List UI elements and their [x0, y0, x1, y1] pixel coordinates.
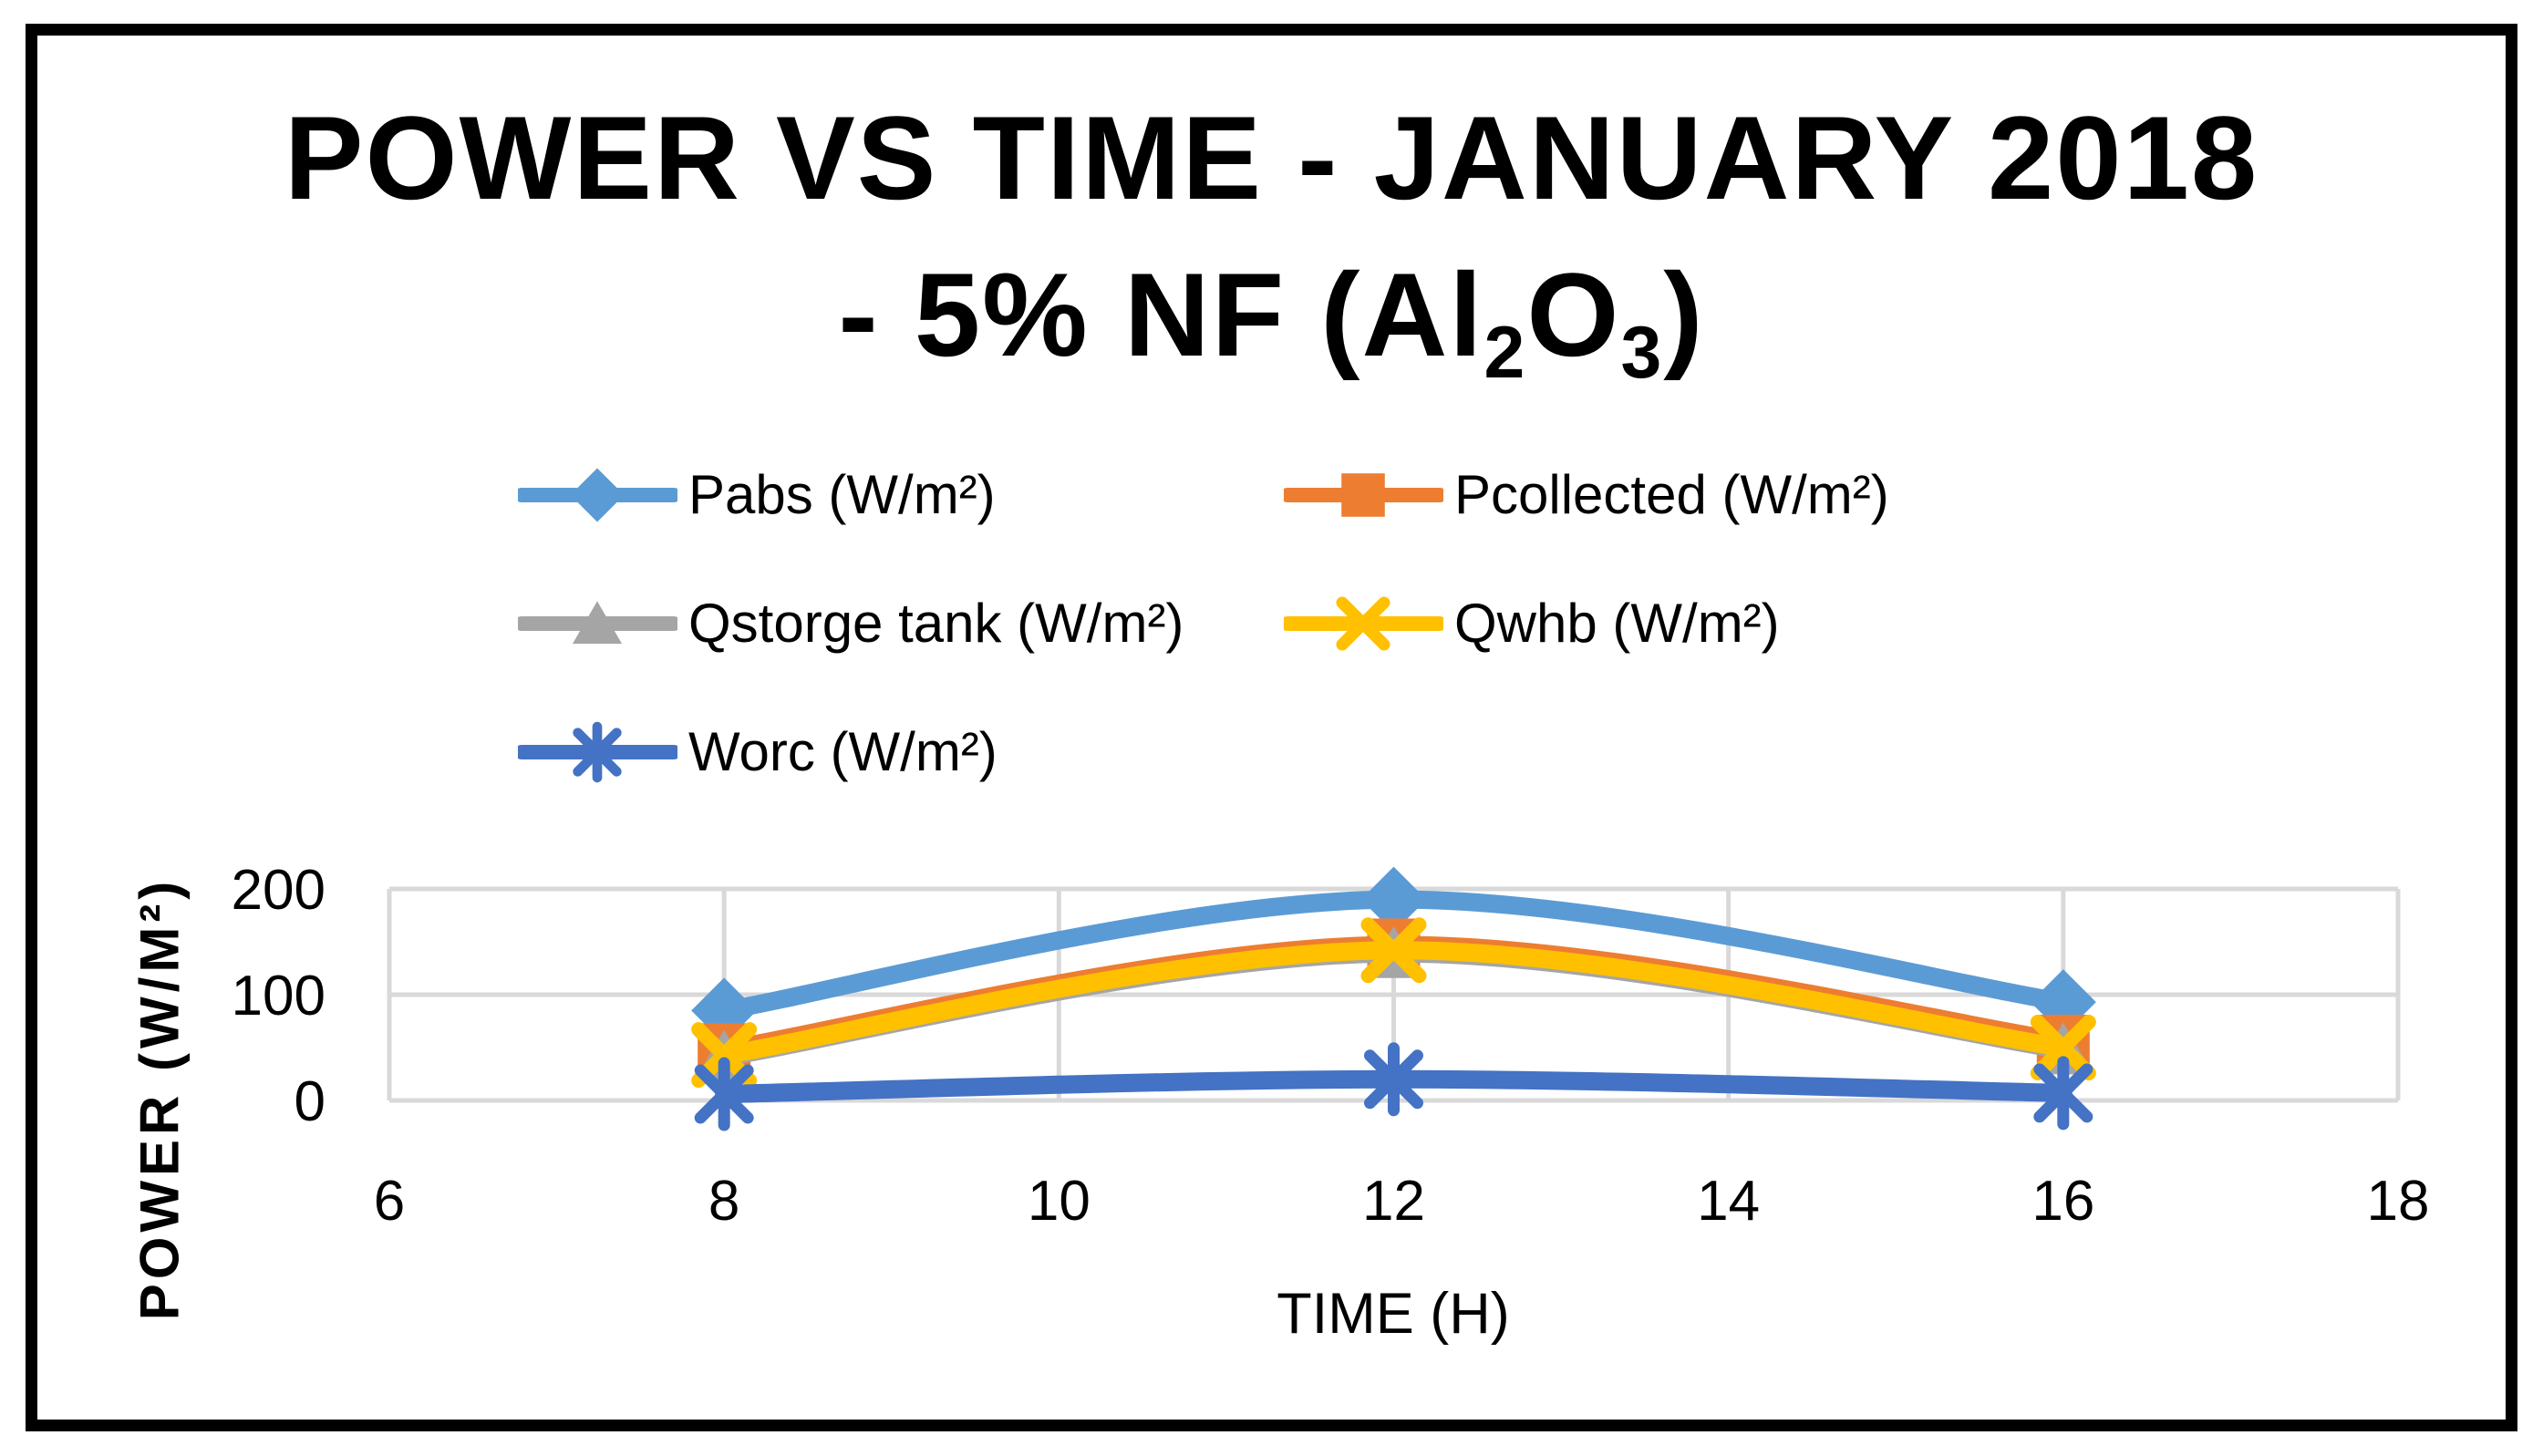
- chart-title-line2: - 5% NF (Al2O3): [0, 237, 2543, 402]
- x-tick-label: 18: [2367, 1170, 2430, 1233]
- series-marker-diamond: [570, 467, 625, 522]
- title-subscript-3: 3: [1620, 311, 1664, 394]
- legend-marker-x-icon: [1284, 595, 1443, 651]
- title-line2-text: - 5% NF (Al: [838, 247, 1484, 381]
- y-tick-label: 200: [232, 859, 326, 922]
- legend-label-pabs: Pabs (W/m²): [688, 464, 996, 525]
- legend-marker-triangle-icon: [518, 600, 677, 644]
- legend-label-pcollected: Pcollected (W/m²): [1454, 464, 1889, 525]
- x-tick-label: 8: [708, 1170, 739, 1233]
- series-marker-triangle: [572, 600, 623, 644]
- legend-marker-star-icon: [518, 721, 677, 782]
- x-tick-label: 12: [1362, 1170, 1425, 1233]
- y-axis-title: POWER (W/M²): [129, 876, 191, 1321]
- legend-label-qstorge-tank: Qstorge tank (W/m²): [688, 593, 1184, 654]
- title-line2-text: ): [1663, 247, 1705, 381]
- chart-legend: Pabs (W/m²) Pcollected (W/m²) Qstorge ta…: [518, 430, 1889, 816]
- title-line2-text: O: [1526, 247, 1621, 381]
- series-marker-x: [1336, 595, 1390, 651]
- series-marker-square: [1341, 472, 1385, 517]
- x-tick-label: 14: [1697, 1170, 1760, 1233]
- legend-item-pcollected: Pcollected (W/m²): [1284, 459, 1889, 532]
- legend-item-qwhb: Qwhb (W/m²): [1284, 587, 1889, 660]
- legend-item-worc: Worc (W/m²): [518, 716, 1284, 789]
- chart-border-frame: [26, 24, 2517, 1431]
- series-marker-x: [1360, 917, 1427, 984]
- legend-label-qwhb: Qwhb (W/m²): [1454, 593, 1780, 654]
- x-tick-label: 6: [374, 1170, 405, 1233]
- chart-title: POWER VS TIME - JANUARY 2018 - 5% NF (Al…: [0, 80, 2543, 401]
- legend-item-qstorge-tank: Qstorge tank (W/m²): [518, 587, 1284, 660]
- chart-title-line1: POWER VS TIME - JANUARY 2018: [284, 91, 2259, 224]
- legend-marker-diamond-icon: [518, 467, 677, 522]
- legend-marker-square-icon: [1284, 472, 1443, 517]
- series-marker-diamond: [1360, 866, 1427, 933]
- legend-label-worc: Worc (W/m²): [688, 721, 998, 782]
- series-marker-x: [2030, 1015, 2096, 1080]
- title-subscript-2: 2: [1483, 311, 1527, 394]
- y-tick-label: 0: [295, 1070, 326, 1133]
- y-tick-label: 100: [232, 965, 326, 1027]
- x-tick-label: 16: [2031, 1170, 2094, 1233]
- x-axis-title: TIME (H): [1277, 1282, 1510, 1346]
- x-tick-label: 10: [1028, 1170, 1091, 1233]
- legend-item-pabs: Pabs (W/m²): [518, 459, 1284, 532]
